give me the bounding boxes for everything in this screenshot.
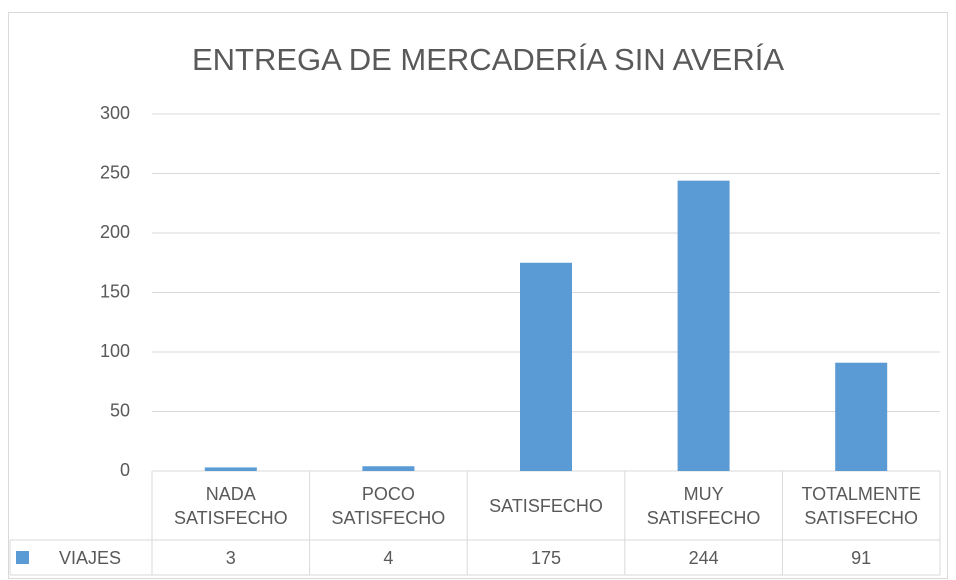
table-value: 175: [530, 547, 561, 568]
y-tick-label: 150: [100, 281, 130, 301]
y-tick-label: 300: [100, 103, 130, 123]
y-tick-label: 200: [100, 222, 130, 242]
legend-swatch: [16, 551, 29, 564]
table-value: 244: [688, 547, 719, 568]
y-tick-label: 0: [120, 460, 130, 480]
y-tick-label: 50: [110, 400, 130, 420]
chart-border: [8, 12, 948, 579]
chart-title: ENTREGA DE MERCADERÍA SIN AVERÍA: [192, 42, 784, 77]
legend-label: VIAJES: [58, 547, 122, 568]
bar: [204, 467, 257, 471]
y-tick-label: 100: [100, 341, 130, 361]
x-tick-label: TOTALMENTE SATISFECHO: [801, 483, 921, 528]
bar: [677, 180, 730, 471]
x-tick-label: MUY SATISFECHO: [646, 483, 761, 528]
x-tick-label: POCO SATISFECHO: [331, 483, 446, 528]
bar: [835, 362, 888, 471]
x-tick-label: NADA SATISFECHO: [173, 483, 288, 528]
y-tick-label: 250: [100, 162, 130, 182]
table-value: 3: [225, 547, 236, 568]
x-tick-label: SATISFECHO: [489, 495, 603, 516]
table-value: 4: [383, 547, 394, 568]
bar: [520, 262, 572, 471]
bar: [362, 466, 415, 471]
table-value: 91: [851, 547, 872, 568]
